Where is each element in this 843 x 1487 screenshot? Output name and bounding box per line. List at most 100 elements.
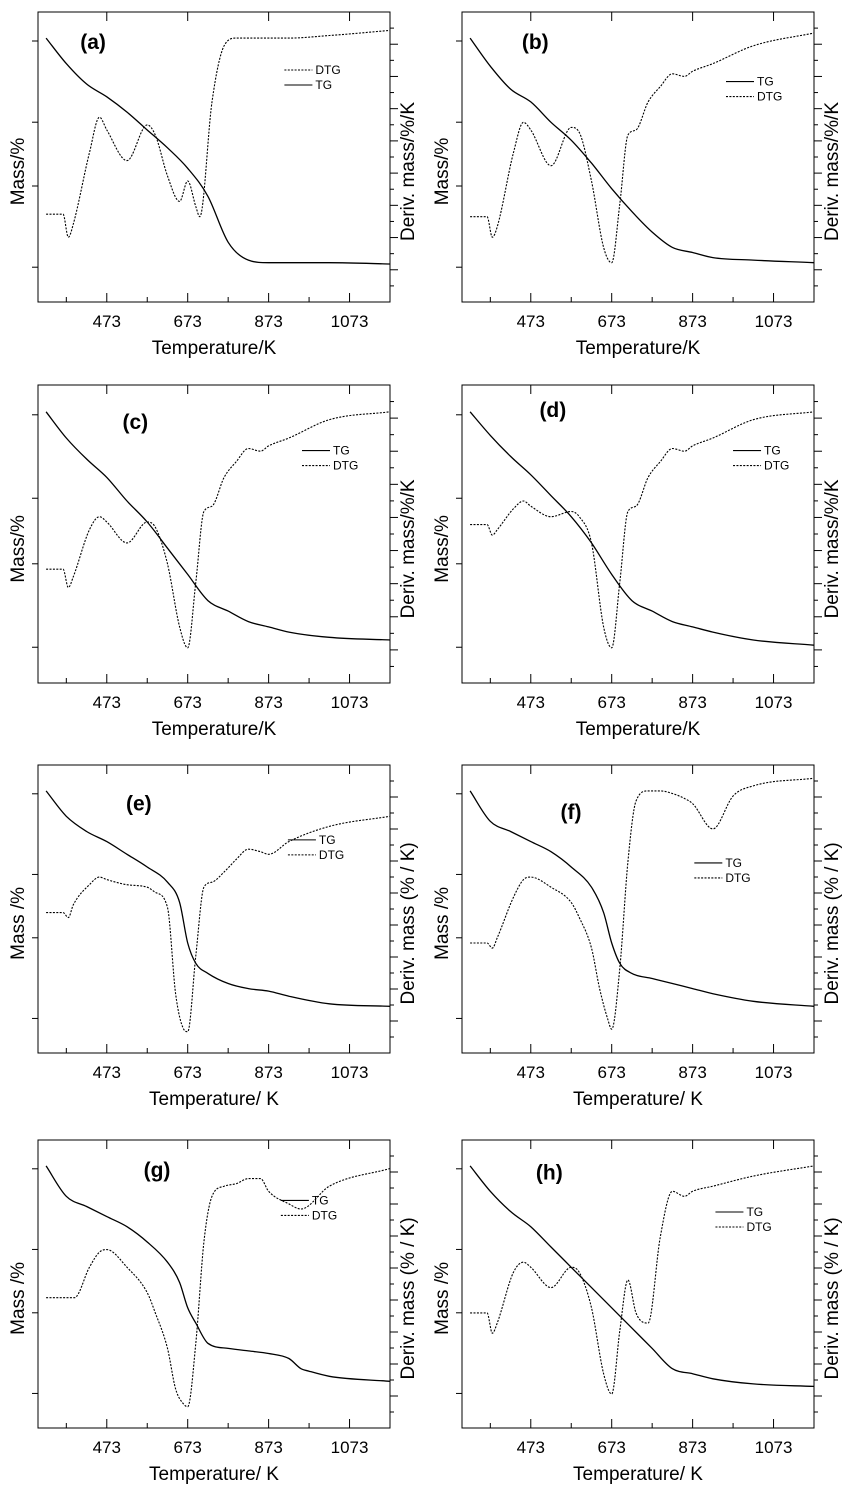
y-left-axis-label: Mass/%	[432, 138, 453, 206]
y-right-axis-label: Deriv. mass (% / K)	[398, 842, 419, 1004]
panel-label: (f)	[561, 801, 582, 824]
x-tick-label: 673	[598, 1063, 626, 1082]
series-line-dtg	[470, 32, 815, 264]
x-axis-label: Temperature/K	[152, 338, 277, 359]
legend-label: TG	[333, 444, 350, 458]
x-tick-label: 873	[254, 1063, 282, 1082]
y-right-axis-label: Deriv. mass/%/K	[822, 479, 843, 618]
chart-panel-a: 473 673 873 1073 Temperature/K Mass/% Deriv. m…	[8, 11, 419, 359]
plot-frame	[37, 764, 391, 1054]
chart-panel-b: 473 673 873 1073 Temperature/K Mass/% Deriv. m…	[432, 11, 843, 359]
y-right-axis-label: Deriv. mass/%/K	[398, 102, 419, 241]
x-tick-label: 873	[678, 1063, 706, 1082]
y-left-axis-label: Mass/%	[8, 138, 29, 206]
panel-label: (d)	[539, 399, 566, 422]
x-tick-label: 673	[598, 312, 626, 331]
series-line-dtg	[46, 815, 391, 1033]
y-left-axis-label: Mass /%	[8, 887, 29, 960]
x-tick-label: 673	[174, 1063, 202, 1082]
x-tick-label: 673	[598, 1438, 626, 1457]
y-left-axis-label: Mass /%	[432, 887, 453, 960]
x-axis-label: Temperature/K	[576, 338, 701, 359]
legend-label: DTG	[315, 63, 340, 77]
x-tick-label: 1073	[331, 312, 369, 331]
panel-label: (h)	[536, 1162, 563, 1185]
series-line-tg	[469, 1165, 815, 1388]
x-tick-label: 1073	[331, 1438, 369, 1457]
chart-panel-g: 473 673 873 1073 Temperature/ K Mass /% Deriv.…	[8, 1139, 419, 1485]
x-axis-label: Temperature/ K	[573, 1464, 703, 1485]
series-line-dtg	[46, 29, 391, 238]
x-tick-label: 873	[254, 312, 282, 331]
x-tick-label: 473	[517, 693, 545, 712]
panel-label: (e)	[126, 792, 152, 815]
x-tick-label: 1073	[331, 693, 369, 712]
legend-label: TG	[764, 444, 781, 458]
series-line-tg	[469, 411, 815, 646]
legend-label: DTG	[333, 459, 358, 473]
plot-frame	[461, 384, 815, 684]
chart-panel-f: 473 673 873 1073 Temperature/ K Mass /% Deriv.…	[432, 764, 843, 1110]
x-tick-label: 1073	[331, 1063, 369, 1082]
chart-panel-c: 473 673 873 1073 Temperature/K Mass/% Deriv. m…	[8, 384, 419, 740]
x-tick-label: 473	[93, 1438, 121, 1457]
x-axis-label: Temperature/ K	[573, 1089, 703, 1110]
x-tick-label: 1073	[755, 1438, 793, 1457]
x-axis-label: Temperature/K	[152, 719, 277, 740]
chart-panel-e: 473 673 873 1073 Temperature/ K Mass /% Deriv.…	[8, 764, 419, 1110]
panel-label: (c)	[122, 411, 148, 434]
legend-label: TG	[725, 856, 742, 870]
y-left-axis-label: Mass /%	[8, 1262, 29, 1335]
y-left-axis-label: Mass /%	[432, 1262, 453, 1335]
series-line-tg	[45, 1165, 391, 1382]
y-right-axis-label: Deriv. mass/%/K	[822, 102, 843, 241]
series-line-tg	[45, 790, 391, 1007]
x-tick-label: 473	[93, 1063, 121, 1082]
x-tick-label: 473	[93, 693, 121, 712]
y-right-axis-label: Deriv. mass/%/K	[398, 479, 419, 618]
panel-label: (a)	[80, 31, 106, 54]
x-tick-label: 873	[678, 1438, 706, 1457]
series-line-tg	[469, 37, 815, 264]
legend-label: DTG	[746, 1220, 771, 1234]
x-tick-label: 873	[678, 693, 706, 712]
x-axis-label: Temperature/ K	[149, 1464, 279, 1485]
y-right-axis-label: Deriv. mass (% / K)	[822, 1217, 843, 1379]
plot-frame	[461, 764, 815, 1054]
legend-label: TG	[746, 1205, 763, 1219]
legend-label: DTG	[764, 459, 789, 473]
x-tick-label: 473	[93, 312, 121, 331]
legend-label: TG	[757, 75, 774, 89]
series-line-dtg	[46, 411, 391, 649]
x-tick-label: 873	[254, 693, 282, 712]
series-line-dtg	[46, 1167, 391, 1408]
x-axis-label: Temperature/ K	[149, 1089, 279, 1110]
legend-label: TG	[315, 78, 332, 92]
x-tick-label: 1073	[755, 693, 793, 712]
x-tick-label: 873	[678, 312, 706, 331]
x-tick-label: 673	[174, 693, 202, 712]
x-tick-label: 473	[517, 1438, 545, 1457]
panel-label: (g)	[144, 1159, 171, 1182]
y-left-axis-label: Mass/%	[432, 515, 453, 583]
x-tick-label: 473	[517, 1063, 545, 1082]
legend-label: DTG	[312, 1208, 337, 1222]
plot-frame	[37, 1139, 391, 1429]
series-line-dtg	[470, 411, 815, 649]
legend-label: DTG	[725, 871, 750, 885]
plot-frame	[37, 11, 391, 303]
chart-panel-d: 473 673 873 1073 Temperature/K Mass/% Deriv. m…	[432, 384, 843, 740]
legend-label: DTG	[757, 90, 782, 104]
x-tick-label: 873	[254, 1438, 282, 1457]
x-tick-label: 673	[174, 1438, 202, 1457]
y-right-axis-label: Deriv. mass (% / K)	[822, 842, 843, 1004]
series-line-dtg	[470, 777, 815, 1030]
